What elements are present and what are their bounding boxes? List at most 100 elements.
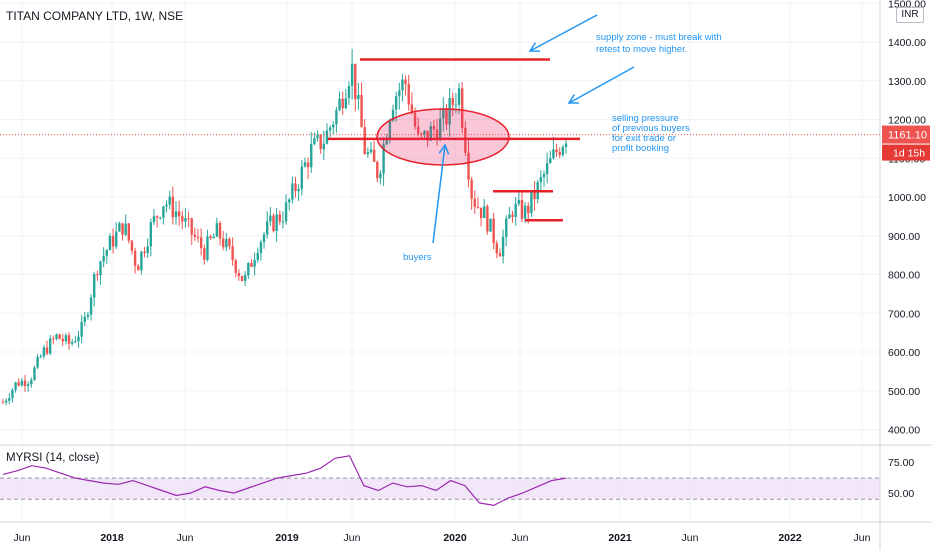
candle-body xyxy=(137,265,140,271)
supply-arrow-head xyxy=(528,42,541,52)
candle-body xyxy=(530,190,533,214)
selling-pressure-annotation: profit booking xyxy=(612,143,669,154)
candle-body xyxy=(523,205,527,219)
candle-body xyxy=(467,152,470,180)
candle-body xyxy=(133,250,137,266)
candle-body xyxy=(143,251,146,254)
candle-body xyxy=(262,234,266,243)
candle-body xyxy=(479,207,483,219)
candle-body xyxy=(366,152,370,155)
price-axis-tick: 400.00 xyxy=(888,425,920,437)
candle-body xyxy=(118,223,121,232)
candle-body xyxy=(357,94,360,99)
candle-body xyxy=(344,98,348,109)
candle-body xyxy=(111,235,115,247)
candle-body xyxy=(187,218,190,220)
candle-body xyxy=(152,216,156,223)
candle-body xyxy=(338,98,341,110)
candle-body xyxy=(48,338,52,354)
candle-body xyxy=(385,138,388,145)
candle-body xyxy=(190,218,193,235)
candle-body xyxy=(376,161,379,179)
rsi-band xyxy=(0,478,880,500)
candle-body xyxy=(533,190,536,200)
candle-body xyxy=(316,134,319,139)
candle-body xyxy=(256,253,259,260)
supply-zone-annotation: supply zone - must break with xyxy=(596,32,722,43)
candle-body xyxy=(288,199,291,203)
candle-body xyxy=(199,237,203,249)
candle-body xyxy=(520,199,524,219)
candle-body xyxy=(61,338,64,342)
candle-body xyxy=(423,130,426,135)
candle-body xyxy=(218,223,222,239)
candle-body xyxy=(464,127,467,153)
candle-body xyxy=(372,149,376,162)
candle-body xyxy=(215,223,219,237)
rsi-indicator-title: MYRSI (14, close) xyxy=(6,452,100,464)
candle-body xyxy=(278,214,281,222)
candle-body xyxy=(140,251,143,271)
candle-body xyxy=(388,120,392,139)
candle-body xyxy=(42,347,46,357)
candle-body xyxy=(74,341,77,343)
buyers-annotation: buyers xyxy=(403,252,432,263)
candle-body xyxy=(26,384,30,387)
candle-body xyxy=(432,126,436,130)
candle-body xyxy=(552,149,555,159)
candle-body xyxy=(225,238,228,248)
candle-body xyxy=(508,214,511,219)
candle-body xyxy=(310,144,313,168)
candle-body xyxy=(253,259,256,267)
candle-body xyxy=(517,199,521,204)
candle-body xyxy=(420,133,423,135)
candle-body xyxy=(328,127,332,131)
candle-body xyxy=(483,206,486,219)
candle-body xyxy=(67,335,71,344)
candle-body xyxy=(498,253,502,257)
candle-body xyxy=(319,134,322,150)
time-axis-label: 2019 xyxy=(275,532,299,544)
currency-badge[interactable]: INR xyxy=(896,7,924,23)
candle-body xyxy=(542,174,546,178)
candle-body xyxy=(124,223,127,235)
buyers-arrow-head xyxy=(438,143,450,155)
candle-body xyxy=(413,113,417,127)
candle-body xyxy=(360,94,363,128)
candle-body xyxy=(347,85,351,99)
candle-body xyxy=(435,129,439,140)
candle-body xyxy=(17,382,20,386)
selling-arrow-line xyxy=(568,66,635,104)
candle-body xyxy=(275,214,278,232)
candle-body xyxy=(58,334,61,339)
candle-body xyxy=(313,138,316,145)
candle-body xyxy=(489,218,492,232)
price-axis-tick: 1200.00 xyxy=(888,115,926,127)
candle-body xyxy=(492,218,495,244)
candle-body xyxy=(181,216,184,222)
candle-body xyxy=(8,398,11,401)
selling-pressure-annotation: selling pressure xyxy=(612,113,679,124)
price-axis-tick: 1000.00 xyxy=(888,192,926,204)
candle-body xyxy=(476,206,480,208)
candle-body xyxy=(146,246,149,254)
selling-arrow-head xyxy=(567,94,580,104)
candle-body xyxy=(564,143,568,148)
candle-body xyxy=(209,236,212,239)
buyers-arrow-line xyxy=(432,144,446,244)
candle-body xyxy=(505,218,508,237)
candle-body xyxy=(332,124,335,128)
rsi-line xyxy=(2,455,567,507)
candle-body xyxy=(325,130,329,144)
time-axis-label: Jun xyxy=(854,532,871,544)
selling-pressure-annotation: for exit trade or xyxy=(612,133,676,144)
candle-body xyxy=(558,152,561,155)
candle-body xyxy=(77,336,80,342)
candle-body xyxy=(159,217,162,219)
candle-body xyxy=(281,221,285,223)
candle-body xyxy=(438,118,442,140)
candle-body xyxy=(86,314,90,317)
rsi-axis-tick: 75.00 xyxy=(888,457,914,469)
